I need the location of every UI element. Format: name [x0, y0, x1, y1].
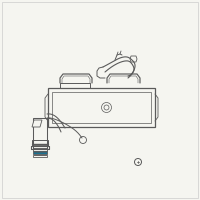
- FancyBboxPatch shape: [33, 155, 47, 157]
- Polygon shape: [130, 56, 137, 62]
- FancyBboxPatch shape: [33, 148, 47, 151]
- Bar: [48, 88, 155, 127]
- FancyBboxPatch shape: [33, 145, 47, 148]
- FancyBboxPatch shape: [33, 151, 47, 154]
- Bar: [52, 92, 151, 123]
- Bar: [33, 118, 47, 149]
- Polygon shape: [32, 120, 42, 127]
- Bar: [32, 140, 48, 146]
